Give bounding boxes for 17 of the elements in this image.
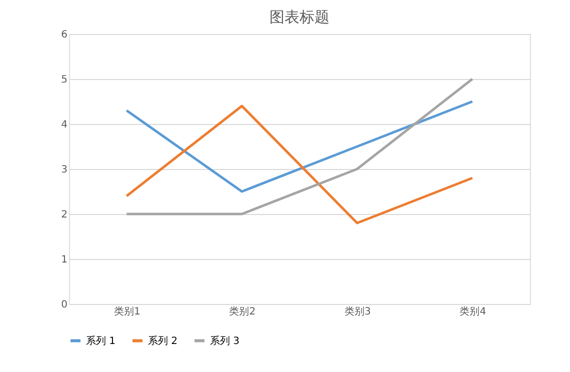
y-tick-label: 1 — [61, 254, 68, 266]
chart-title: 图表标题 — [270, 8, 330, 26]
legend-label: 系列 2 — [148, 334, 178, 347]
line-series — [125, 100, 474, 193]
x-tick-label: 类别4 — [460, 306, 486, 318]
y-tick-label: 0 — [61, 300, 68, 310]
y-tick-label: 5 — [61, 74, 68, 86]
y-tick-label: 4 — [61, 120, 68, 130]
x-tick-label: 类别3 — [344, 306, 371, 318]
y-tick-label: 6 — [61, 30, 68, 40]
legend-label: 系列 1 — [86, 334, 116, 347]
x-tick-label: 类别2 — [229, 306, 256, 318]
legend-label: 系列 3 — [210, 334, 240, 347]
x-tick-label: 类别1 — [114, 306, 140, 318]
line-series — [125, 104, 474, 224]
y-tick-label: 2 — [61, 210, 68, 220]
y-tick-label: 3 — [61, 164, 68, 176]
